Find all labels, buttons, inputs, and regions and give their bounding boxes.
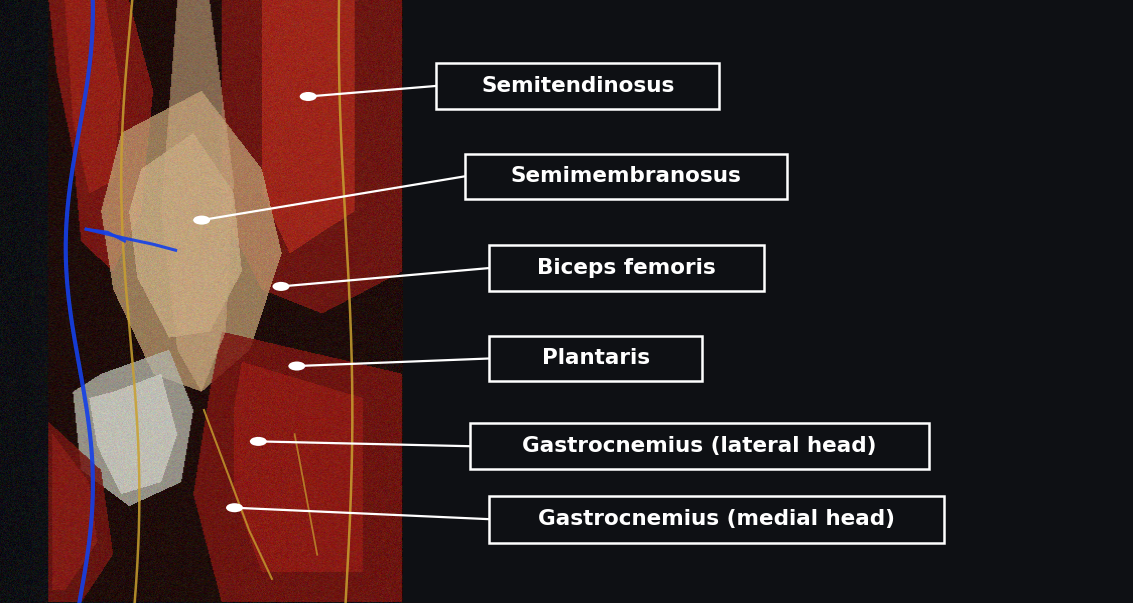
FancyBboxPatch shape <box>489 336 702 381</box>
Circle shape <box>193 215 211 224</box>
Circle shape <box>288 361 306 370</box>
FancyBboxPatch shape <box>465 154 787 199</box>
Text: Biceps femoris: Biceps femoris <box>537 258 716 278</box>
FancyBboxPatch shape <box>436 63 719 109</box>
Circle shape <box>272 282 290 291</box>
Circle shape <box>300 92 317 101</box>
Text: Semitendinosus: Semitendinosus <box>482 76 674 96</box>
Circle shape <box>250 437 267 446</box>
Text: Gastrocnemius (medial head): Gastrocnemius (medial head) <box>538 509 895 529</box>
FancyBboxPatch shape <box>489 245 764 291</box>
Text: Gastrocnemius (lateral head): Gastrocnemius (lateral head) <box>522 436 877 456</box>
FancyBboxPatch shape <box>489 496 944 543</box>
Circle shape <box>225 503 242 512</box>
FancyBboxPatch shape <box>470 423 929 469</box>
Text: Plantaris: Plantaris <box>542 349 650 368</box>
Text: Semimembranosus: Semimembranosus <box>511 166 741 186</box>
